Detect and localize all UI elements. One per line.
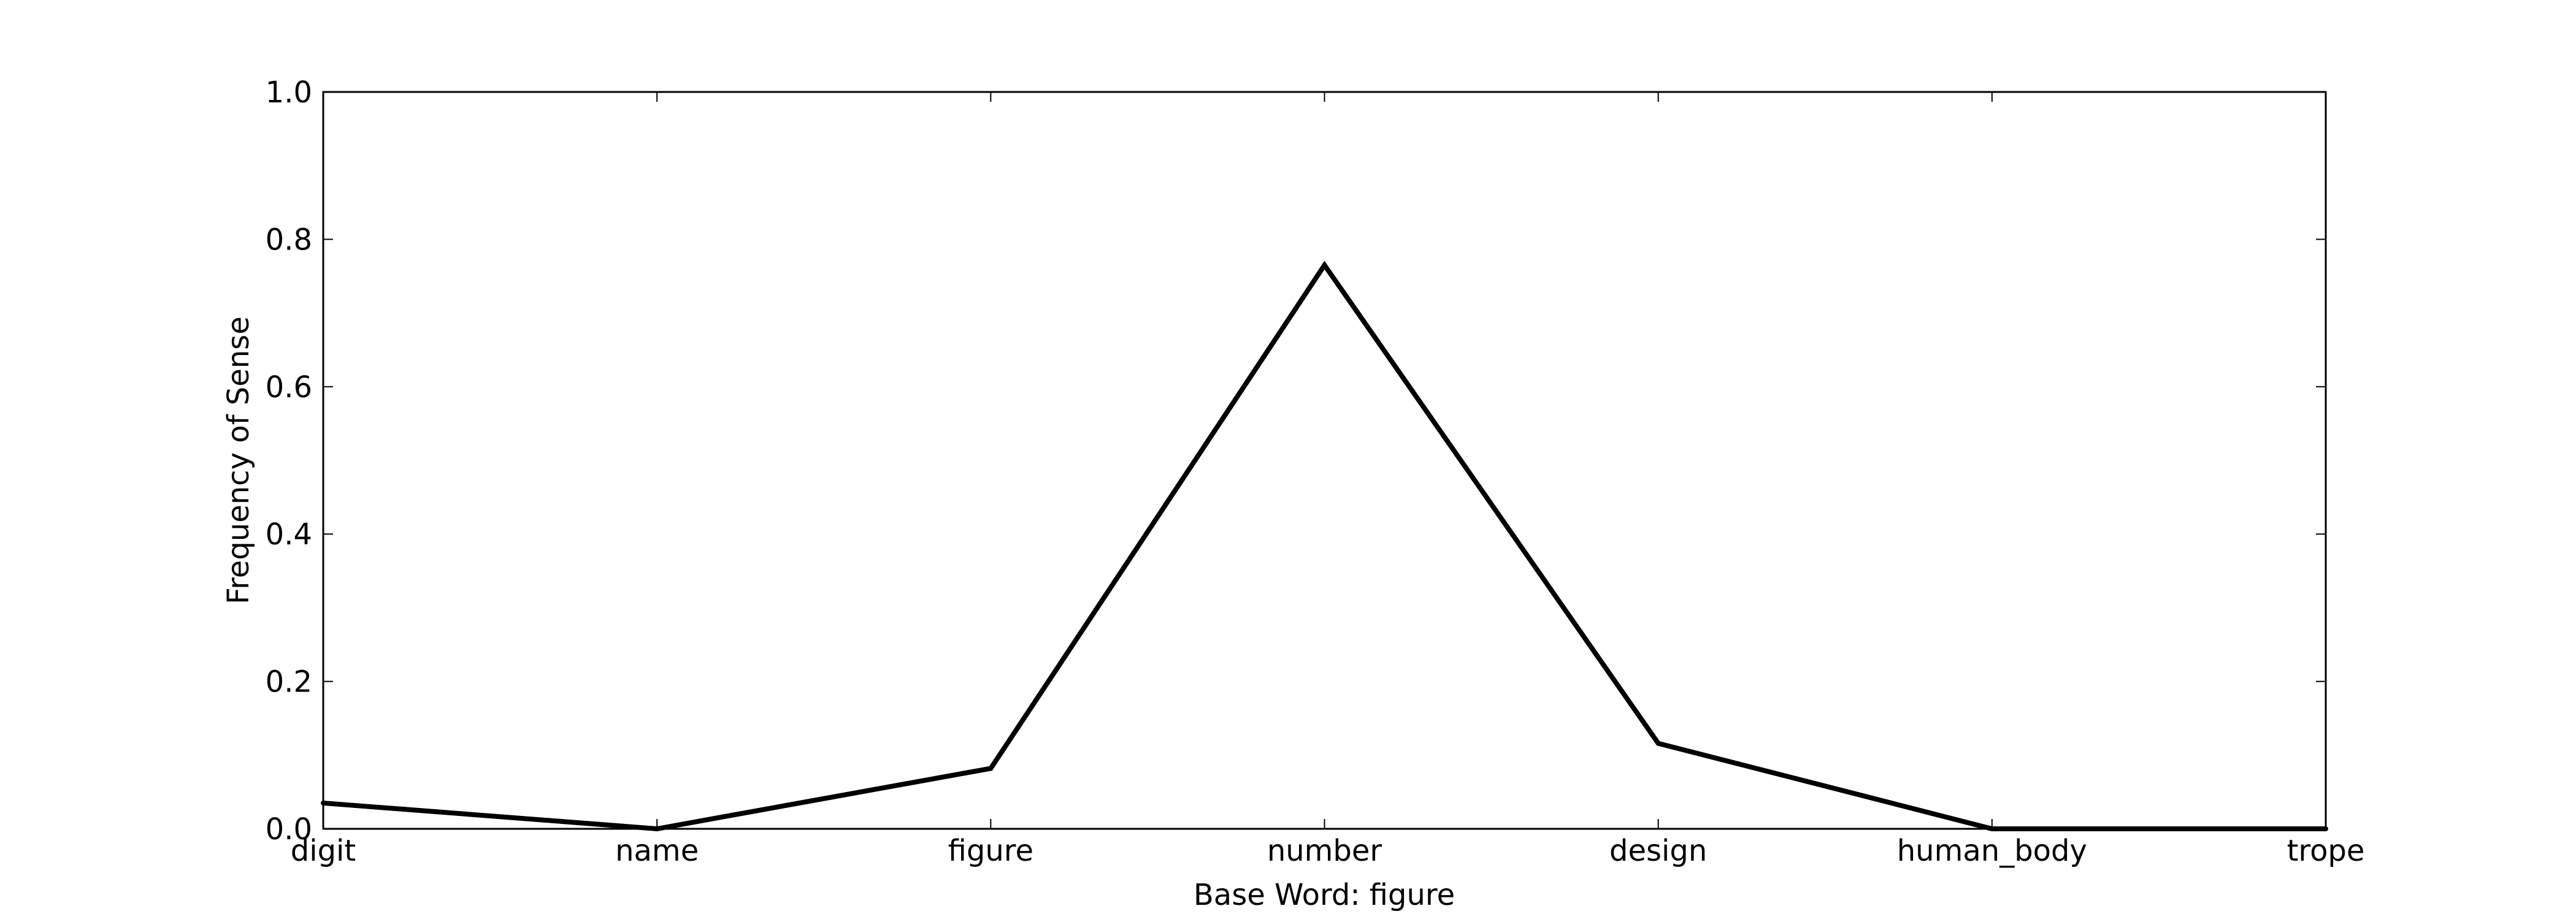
plot-frame [322, 91, 2327, 830]
data-point [1322, 262, 1327, 268]
data-point [988, 766, 994, 771]
data-point [1655, 741, 1661, 746]
axis-ticks [323, 91, 2326, 829]
data-point [1989, 826, 1995, 831]
x-tick-label: figure [948, 834, 1033, 868]
data-point [654, 826, 660, 831]
x-axis-label: Base Word: figure [1194, 878, 1455, 912]
y-tick-label: 0.6 [266, 370, 312, 405]
y-tick-label: 0.2 [266, 665, 312, 699]
tick-labels: 0.0 0.2 0.4 0.6 0.8 1.0 digit name figure number d… [266, 75, 2365, 868]
x-tick-label: design [1609, 834, 1707, 868]
y-tick-label: 0.0 [266, 812, 312, 847]
x-tick-label: digit [291, 834, 356, 868]
y-tick-label: 0.4 [266, 517, 312, 552]
x-tick-label: number [1267, 834, 1382, 868]
y-axis-label: Frequency of Sense [221, 316, 256, 604]
x-tick-label: human_body [1897, 834, 2087, 868]
x-tick-label: name [615, 834, 699, 868]
data-point [2323, 826, 2328, 831]
data-point [321, 800, 326, 806]
series-line [323, 261, 2326, 832]
y-tick-label: 0.8 [266, 223, 312, 257]
x-tick-label: trope [2287, 834, 2365, 868]
y-tick-label: 1.0 [266, 75, 312, 110]
series-layer [321, 261, 2328, 832]
